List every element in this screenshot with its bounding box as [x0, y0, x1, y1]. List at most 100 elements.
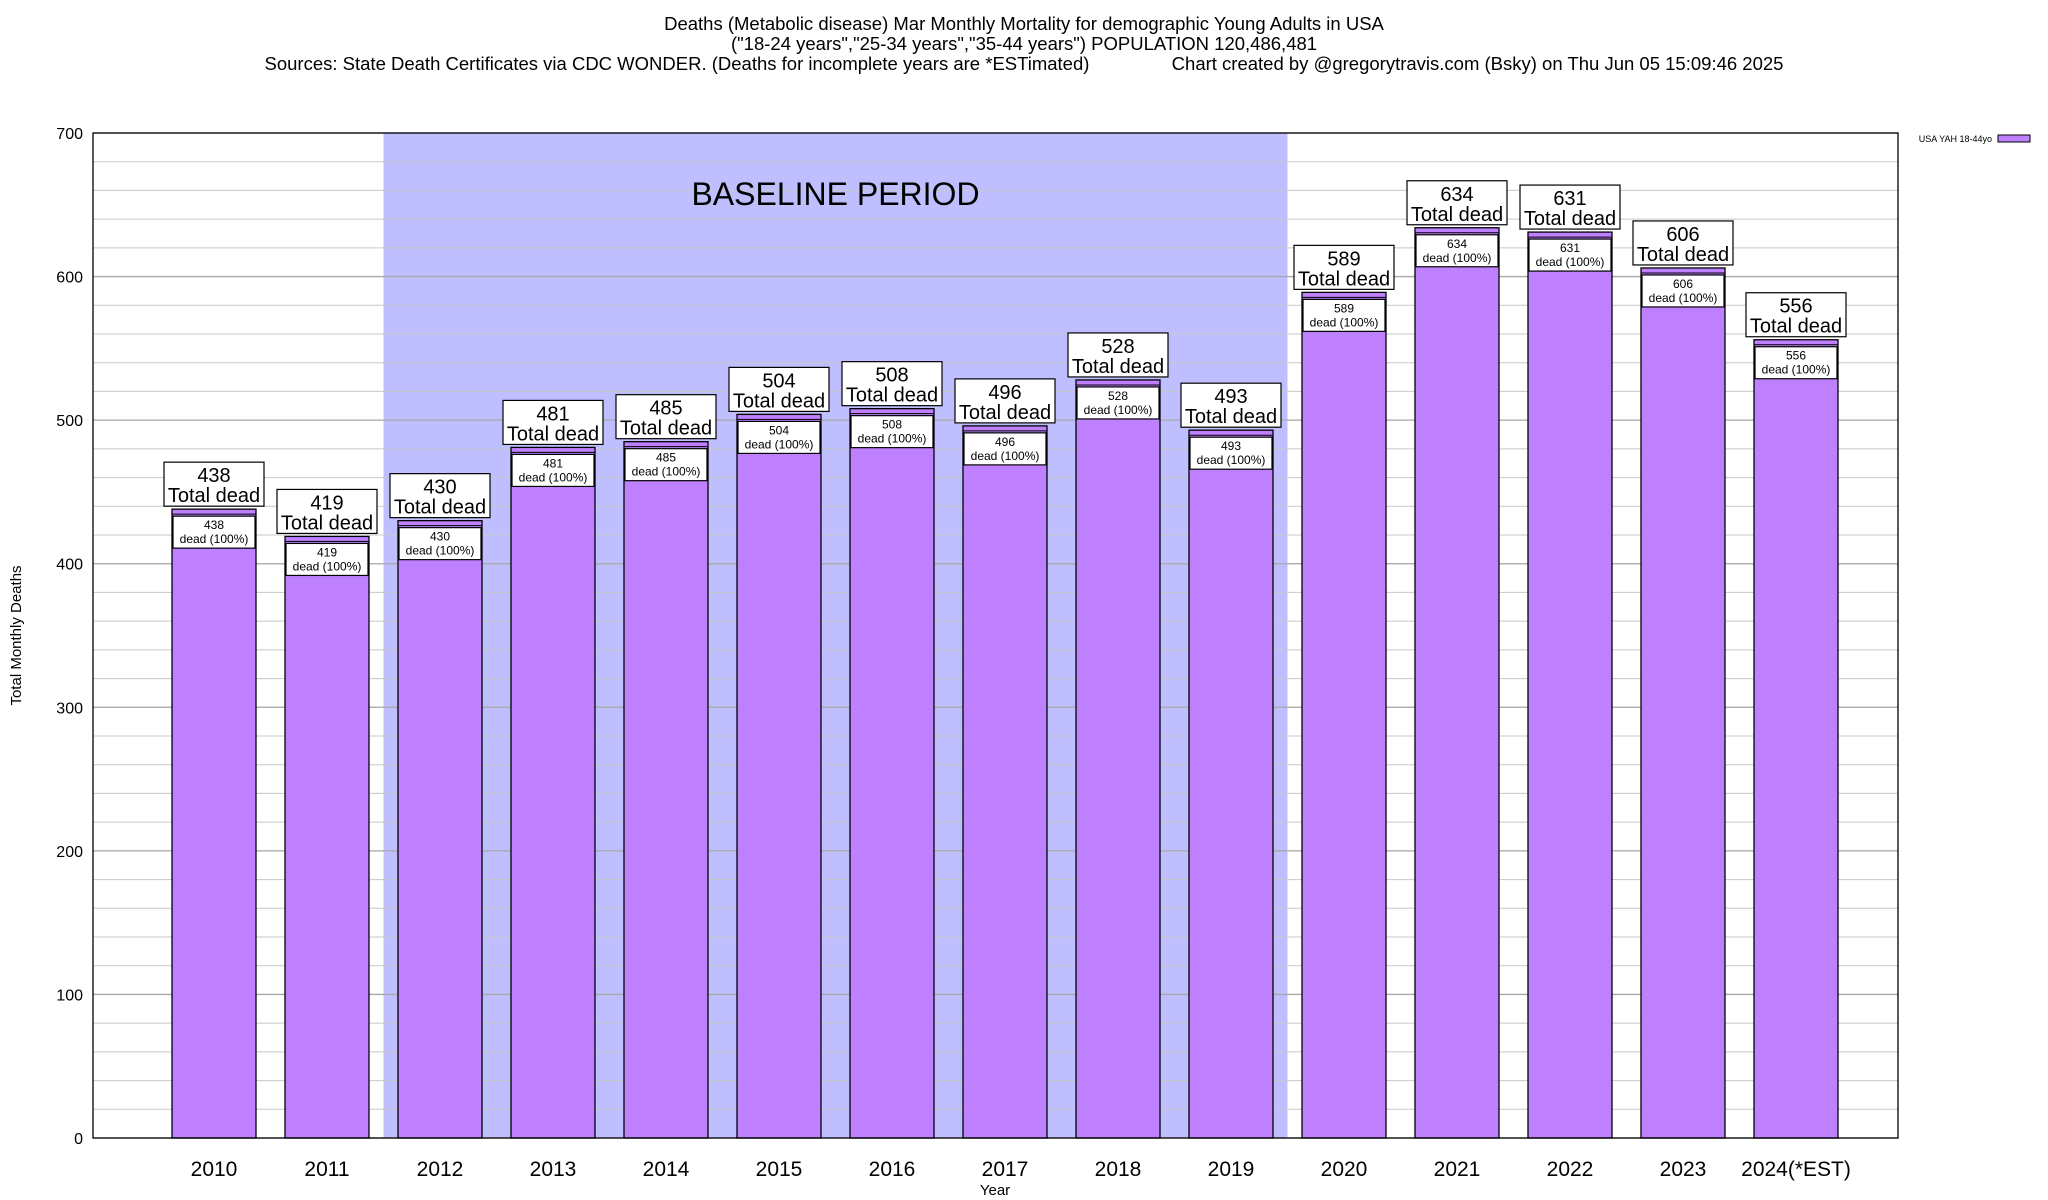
- inner-value-label: 430: [430, 530, 450, 544]
- inner-label-box: [737, 420, 821, 454]
- inner-dead-label: dead (100%): [858, 432, 927, 446]
- inner-value-label: 508: [882, 418, 902, 432]
- y-tick-label: 700: [56, 126, 83, 143]
- total-dead-label: Total dead: [1072, 356, 1164, 378]
- inner-dead-label: dead (100%): [1084, 403, 1153, 417]
- inner-label-box: [1302, 298, 1386, 332]
- total-label-box: [163, 461, 265, 507]
- inner-value-label: 496: [995, 435, 1015, 449]
- inner-label-box: [624, 448, 708, 482]
- total-label-box: [615, 394, 717, 440]
- total-value-label: 485: [649, 398, 682, 420]
- x-tick-label: 2017: [982, 1158, 1029, 1181]
- total-value-label: 430: [423, 477, 456, 499]
- total-label-box: [728, 366, 830, 412]
- total-dead-label: Total dead: [620, 418, 712, 440]
- chart-titles: Deaths (Metabolic disease) Mar Monthly M…: [0, 14, 2048, 74]
- legend-label: USA YAH 18-44yo: [1919, 134, 1992, 144]
- baseline-label: BASELINE PERIOD: [691, 176, 979, 212]
- chart-subtitle: ("18-24 years","25-34 years","35-44 year…: [730, 33, 1318, 54]
- bar: [849, 408, 935, 1139]
- total-label-box: [502, 399, 604, 446]
- inner-value-label: 606: [1673, 277, 1693, 291]
- total-label-box: [1406, 180, 1508, 226]
- x-tick-label: 2010: [191, 1158, 238, 1181]
- bar: [623, 441, 709, 1139]
- total-label-box: [276, 488, 378, 535]
- total-value-label: 634: [1440, 184, 1473, 206]
- bar: [510, 446, 596, 1139]
- x-tick-label: 2012: [417, 1158, 464, 1181]
- inner-label-box: [1189, 436, 1273, 470]
- total-value-label: 496: [988, 382, 1021, 404]
- y-tick-label: 0: [74, 1131, 83, 1148]
- x-tick-label: 2013: [530, 1158, 577, 1181]
- inner-dead-label: dead (100%): [180, 532, 249, 546]
- y-tick-label: 600: [56, 270, 83, 287]
- total-value-label: 631: [1553, 188, 1586, 210]
- inner-label-box: [511, 453, 595, 488]
- inner-value-label: 634: [1447, 237, 1467, 251]
- inner-dead-label: dead (100%): [1310, 315, 1379, 329]
- plot-border: [92, 132, 1899, 1139]
- total-dead-label: Total dead: [1524, 208, 1616, 230]
- inner-label-box: [1528, 238, 1612, 272]
- inner-value-label: 485: [656, 451, 676, 465]
- bar: [1414, 227, 1500, 1139]
- y-tick-label: 300: [56, 700, 83, 717]
- bar: [171, 508, 257, 1139]
- inner-label-box: [172, 515, 256, 549]
- total-label-box: [1632, 220, 1734, 266]
- y-axis-label: Total Monthly Deaths: [8, 565, 25, 705]
- total-value-label: 606: [1666, 224, 1699, 246]
- bar: [1188, 429, 1274, 1139]
- inner-label-box: [1076, 386, 1160, 420]
- inner-value-label: 493: [1221, 439, 1241, 453]
- x-tick-label: 2020: [1321, 1158, 1368, 1181]
- bar: [1527, 231, 1613, 1139]
- legend-swatch: [1997, 134, 2031, 143]
- x-tick-label: 2014: [643, 1158, 690, 1181]
- inner-label-box: [850, 415, 934, 449]
- inner-value-label: 556: [1786, 349, 1806, 363]
- total-label-box: [954, 378, 1056, 424]
- inner-dead-label: dead (100%): [406, 544, 475, 558]
- x-tick-label: 2016: [869, 1158, 916, 1181]
- total-dead-label: Total dead: [733, 390, 825, 412]
- x-tick-label: 2022: [1547, 1158, 1594, 1181]
- total-dead-label: Total dead: [1750, 316, 1842, 338]
- total-dead-label: Total dead: [846, 385, 938, 407]
- y-tick-label: 500: [56, 413, 83, 430]
- total-dead-label: Total dead: [1298, 268, 1390, 290]
- inner-label-box: [1641, 274, 1725, 308]
- bar: [962, 425, 1048, 1139]
- bar: [397, 519, 483, 1139]
- x-tick-label: 2024(*EST): [1741, 1158, 1851, 1181]
- total-label-box: [1293, 244, 1395, 290]
- total-value-label: 504: [762, 370, 795, 392]
- bar: [1640, 267, 1726, 1139]
- total-dead-label: Total dead: [281, 512, 373, 534]
- total-value-label: 493: [1214, 386, 1247, 408]
- bar: [284, 535, 370, 1139]
- total-dead-label: Total dead: [1637, 244, 1729, 266]
- inner-label-box: [398, 527, 482, 561]
- total-value-label: 528: [1101, 336, 1134, 358]
- inner-dead-label: dead (100%): [1197, 453, 1266, 467]
- total-label-box: [1180, 382, 1282, 428]
- bar: [1301, 291, 1387, 1139]
- total-value-label: 556: [1779, 296, 1812, 318]
- total-value-label: 438: [197, 465, 230, 487]
- inner-dead-label: dead (100%): [1649, 291, 1718, 305]
- x-tick-label: 2019: [1208, 1158, 1255, 1181]
- inner-label-box: [963, 432, 1047, 466]
- total-label-box: [841, 361, 943, 407]
- total-label-box: [1519, 184, 1621, 230]
- chart-title: Deaths (Metabolic disease) Mar Monthly M…: [664, 13, 1384, 34]
- inner-label-box: [285, 542, 369, 577]
- inner-dead-label: dead (100%): [519, 470, 588, 484]
- bar: [1075, 379, 1161, 1139]
- inner-dead-label: dead (100%): [632, 465, 701, 479]
- total-value-label: 589: [1327, 248, 1360, 270]
